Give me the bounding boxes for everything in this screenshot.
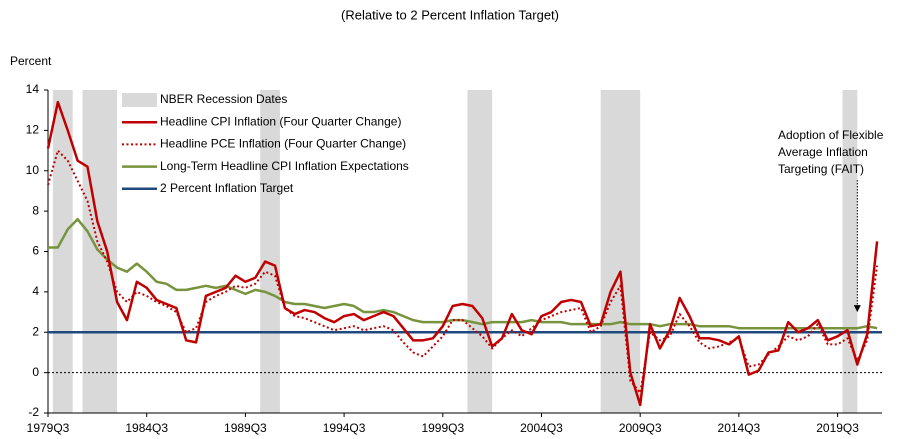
annotation-arrowhead: [853, 305, 861, 313]
annotation-text: Targeting (FAIT): [778, 162, 864, 176]
x-tick-label: 1979Q3: [27, 421, 70, 435]
x-tick-label: 2009Q3: [619, 421, 662, 435]
x-tick-label: 1999Q3: [421, 421, 464, 435]
legend-label: Headline PCE Inflation (Four Quarter Cha…: [160, 137, 406, 151]
annotation-text: Average Inflation: [778, 145, 868, 159]
annotation-text: Adoption of Flexible: [778, 128, 884, 142]
y-tick-label: 4: [32, 284, 39, 298]
x-tick-label: 2014Q3: [718, 421, 761, 435]
legend-label: Headline CPI Inflation (Four Quarter Cha…: [160, 114, 401, 128]
y-tick-label: 14: [26, 82, 40, 96]
y-tick-label: 12: [26, 123, 40, 137]
legend-label: NBER Recession Dates: [160, 92, 287, 106]
y-axis-label: Percent: [10, 54, 52, 68]
legend-label: 2 Percent Inflation Target: [160, 181, 294, 195]
series-line: [48, 217, 878, 330]
series-line: [46, 100, 879, 407]
y-tick-label: 2: [32, 324, 39, 338]
chart-subtitle: (Relative to 2 Percent Inflation Target): [341, 7, 559, 22]
y-tick-label: 10: [26, 163, 40, 177]
y-tick-label: 8: [32, 203, 39, 217]
x-tick-label: 2004Q3: [520, 421, 563, 435]
x-tick-label: 1989Q3: [224, 421, 267, 435]
x-tick-label: 2019Q3: [816, 421, 859, 435]
legend-label: Long-Term Headline CPI Inflation Expecta…: [160, 159, 409, 173]
recession-band: [467, 90, 493, 413]
x-tick-label: 1984Q3: [125, 421, 168, 435]
y-tick-label: -2: [28, 405, 39, 419]
y-tick-label: 0: [32, 365, 39, 379]
x-tick-label: 1994Q3: [323, 421, 366, 435]
legend-swatch: [122, 93, 157, 107]
recession-band: [600, 90, 641, 413]
y-tick-label: 6: [32, 244, 39, 258]
